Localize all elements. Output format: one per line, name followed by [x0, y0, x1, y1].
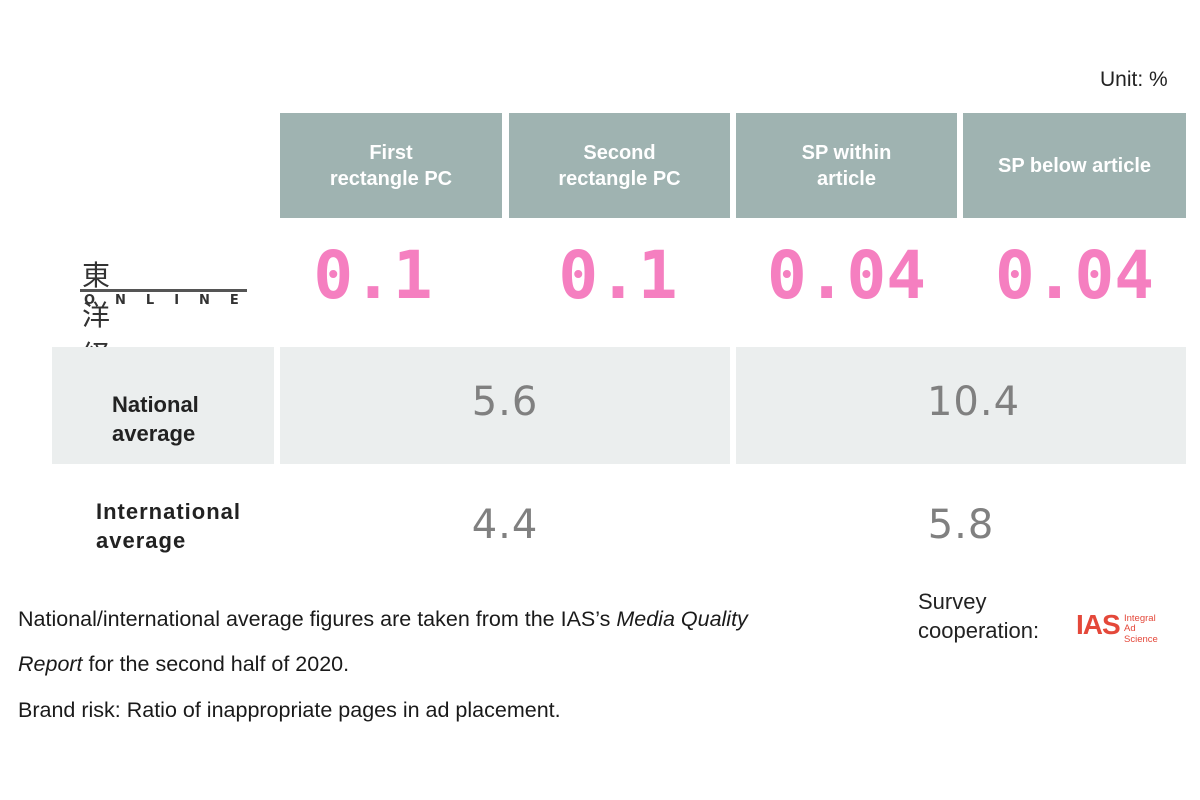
column-header-sp-within-article: SP within article: [736, 113, 957, 218]
international-average-label: International average: [96, 499, 242, 554]
report-title-part-2: Report: [18, 652, 83, 676]
international-average-sp-value: 5.8: [927, 502, 995, 548]
brand-value-first-rectangle-pc: 0.1: [313, 236, 433, 314]
source-note-line-2: Report for the second half of 2020.: [18, 652, 349, 677]
source-note-text: for the second half of 2020.: [82, 652, 350, 676]
brand-value-second-rectangle-pc: 0.1: [558, 236, 678, 314]
national-average-pc-cell: [280, 347, 730, 464]
logo-english-text: ONLINE: [84, 293, 259, 308]
brand-value-sp-below-article: 0.04: [995, 236, 1154, 314]
column-header-label: SP within article: [801, 141, 892, 190]
survey-cooperation-label: Survey cooperation:: [918, 589, 1040, 643]
ias-logo-mark: IAS: [1076, 609, 1121, 640]
national-average-sp-cell: [736, 347, 1186, 464]
column-header-second-rectangle-pc: Second rectangle PC: [509, 113, 730, 218]
source-note-line-1: National/international average figures a…: [18, 607, 748, 632]
international-average-pc-value: 4.4: [471, 502, 539, 548]
column-header-first-rectangle-pc: First rectangle PC: [280, 113, 502, 218]
national-average-sp-value: 10.4: [926, 379, 1021, 425]
column-header-sp-below-article: SP below article: [963, 113, 1186, 218]
brand-value-sp-within-article: 0.04: [767, 236, 926, 314]
logo-divider: [80, 289, 247, 292]
national-average-pc-value: 5.6: [471, 379, 539, 425]
source-note-text: National/international average figures a…: [18, 607, 617, 631]
national-average-label-cell: [52, 347, 274, 464]
column-header-label: First rectangle PC: [329, 141, 453, 190]
column-header-label: Second rectangle PC: [558, 141, 681, 190]
national-average-label: National average: [112, 392, 199, 447]
brand-risk-definition: Brand risk: Ratio of inappropriate pages…: [18, 698, 561, 722]
column-header-label: SP below article: [997, 154, 1152, 177]
report-title-part-1: Media Quality: [616, 607, 748, 631]
ias-logo-text: Integral Ad Science: [1124, 613, 1158, 645]
unit-label: Unit: %: [1100, 68, 1168, 91]
